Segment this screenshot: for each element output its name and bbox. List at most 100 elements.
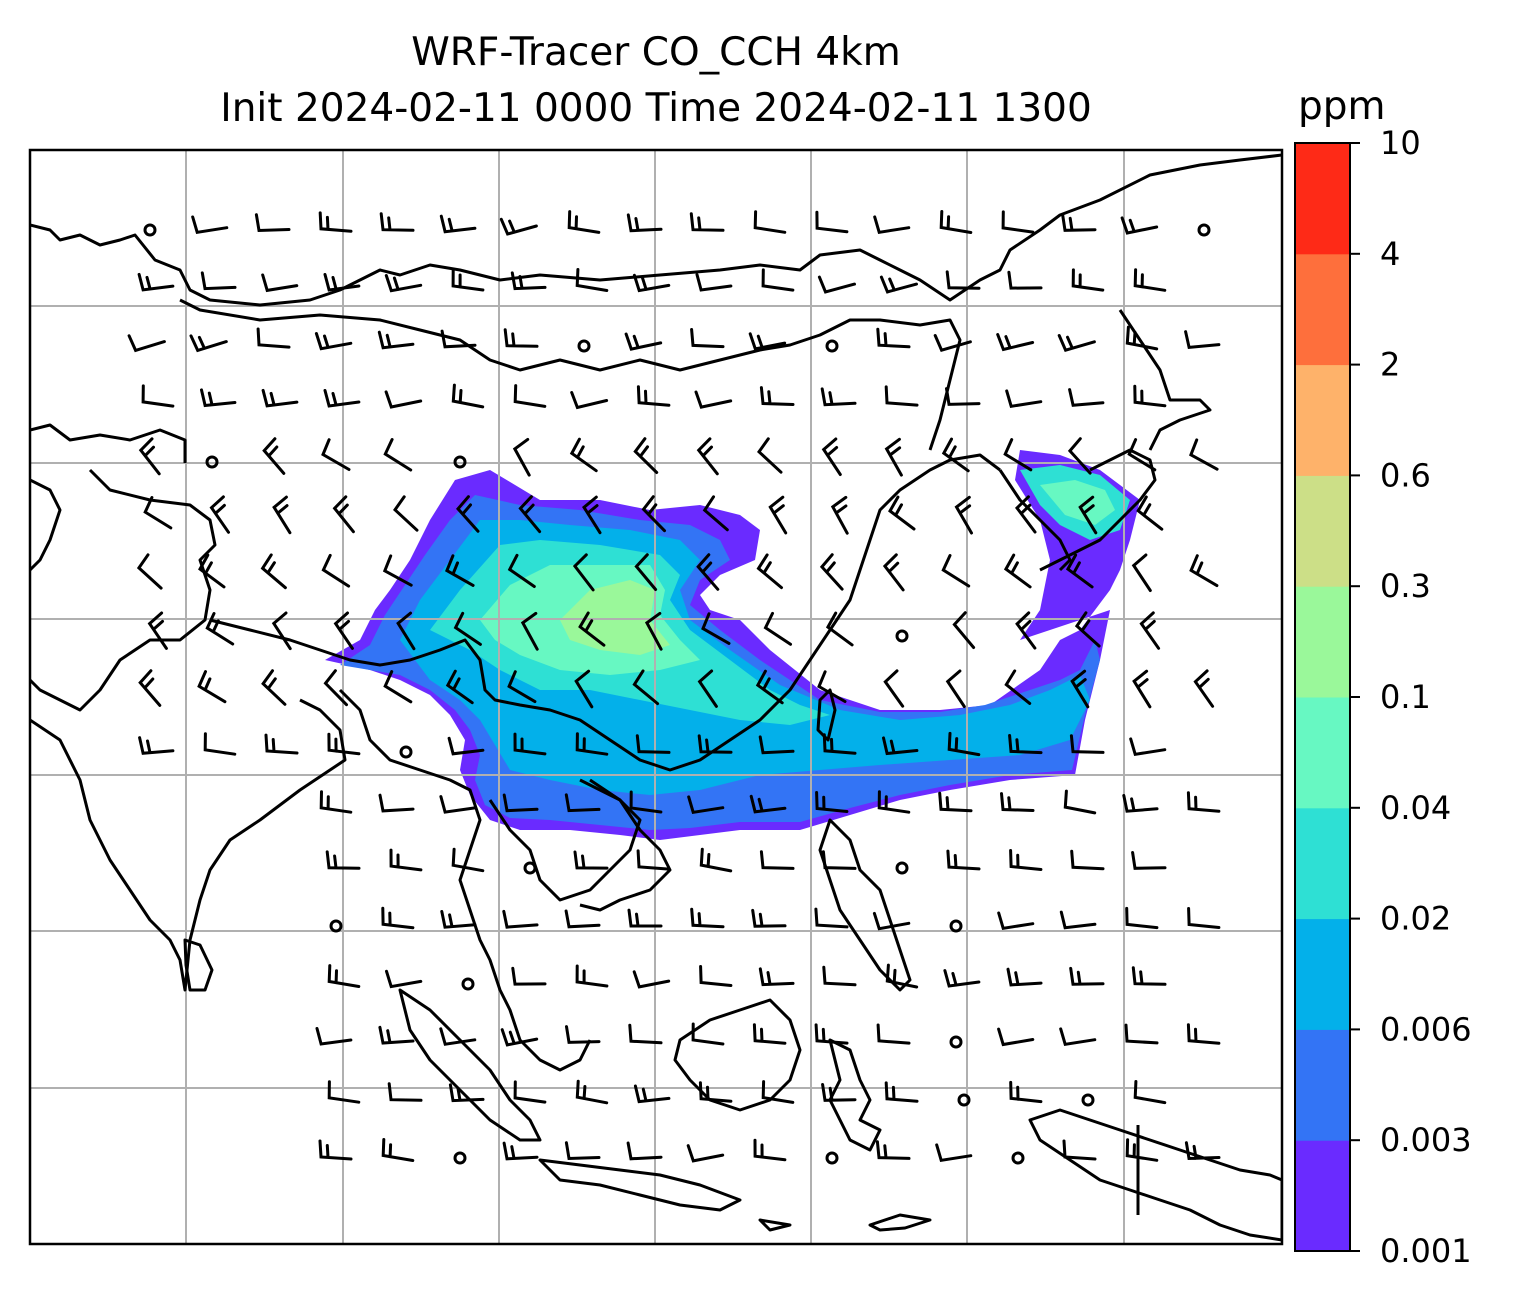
wind-barb: [943, 969, 981, 988]
wind-barb: [697, 669, 718, 708]
colorbar-segment: [1295, 918, 1350, 1030]
wind-barb: [565, 1025, 601, 1044]
wind-barb: [1131, 851, 1167, 870]
wind-barb: [1133, 384, 1167, 408]
wind-barb: [1008, 734, 1043, 755]
wind-barb: [445, 669, 474, 705]
wind-barb: [573, 850, 609, 870]
wind-barb: [385, 969, 423, 989]
wind-barb: [191, 215, 229, 234]
wind-barb: [946, 849, 981, 871]
wind-barb: [1000, 792, 1035, 812]
wind-barb: [510, 271, 547, 291]
calm-wind-marker: [143, 223, 157, 237]
wind-barb: [138, 437, 161, 476]
wind-barb: [381, 1138, 415, 1162]
wind-barb: [383, 438, 413, 472]
wind-barb: [503, 328, 539, 348]
wind-barb: [445, 554, 475, 587]
wind-barb: [1184, 1141, 1221, 1161]
colorbar-segment: [1295, 253, 1350, 366]
wind-barb: [138, 669, 162, 707]
wind-barb: [1007, 270, 1043, 290]
wind-barb: [499, 217, 538, 236]
wind-barb: [632, 273, 671, 293]
wind-barb: [1125, 325, 1159, 351]
colorbar-tick-label: 0.04: [1380, 789, 1451, 827]
wind-barb: [696, 437, 719, 476]
wind-barb: [396, 611, 416, 651]
map-title-line1: WRF-Tracer CO_CCH 4km: [411, 30, 901, 75]
wind-barb: [884, 385, 919, 407]
wind-barb: [261, 669, 287, 706]
wind-barb: [439, 214, 477, 234]
wind-barb: [997, 1027, 1035, 1047]
wind-barb: [377, 330, 415, 350]
wind-barb: [751, 908, 787, 928]
colorbar-tick-label: 0.1: [1380, 678, 1431, 716]
wind-barb: [691, 1022, 725, 1046]
colorbar-segment: [1295, 1029, 1350, 1141]
wind-barb: [1006, 967, 1043, 987]
wind-barb: [933, 334, 972, 353]
wind-barb: [702, 495, 729, 532]
calm-wind-marker: [825, 339, 839, 353]
wind-barb: [644, 611, 663, 651]
wind-barb: [884, 1081, 919, 1103]
colorbar-tick-label: 2: [1380, 346, 1400, 384]
wind-barb: [821, 850, 857, 870]
wind-barb: [1009, 1080, 1043, 1104]
colorbar-tick-label: 4: [1380, 235, 1400, 273]
plume-band-01: [560, 580, 670, 655]
calm-wind-marker: [329, 919, 343, 933]
wind-barb: [127, 334, 166, 353]
wind-barb: [822, 733, 857, 755]
wind-barb: [698, 1081, 733, 1103]
wind-barb: [624, 332, 663, 351]
wind-barb: [1193, 669, 1215, 708]
wind-barb: [996, 333, 1035, 352]
wind-barb: [502, 1141, 539, 1161]
wind-barb: [1069, 734, 1105, 754]
wind-barb: [451, 383, 485, 409]
wind-barb: [758, 967, 795, 987]
wind-barb: [1057, 334, 1096, 353]
wind-barb: [758, 735, 795, 755]
wind-barb: [575, 964, 609, 988]
wind-barb: [1124, 1023, 1159, 1045]
wind-barb: [626, 1141, 663, 1161]
wind-barb: [1189, 438, 1219, 471]
wind-barb: [513, 384, 547, 408]
wind-barb: [1186, 1023, 1221, 1045]
wind-barb: [569, 437, 598, 473]
wind-barb: [500, 1028, 539, 1047]
colorbar-segment: [1295, 697, 1350, 809]
wind-barb: [699, 965, 733, 987]
wind-barb: [954, 495, 973, 535]
wind-barb: [761, 268, 795, 292]
wind-barb: [513, 1080, 547, 1104]
wind-barb: [582, 495, 602, 535]
wind-barb: [628, 1023, 663, 1045]
wind-barb: [697, 734, 733, 754]
wind-barb: [1139, 611, 1161, 650]
wind-barb: [384, 274, 423, 293]
wind-barb: [200, 271, 237, 291]
colorbar-tick-label: 0.3: [1380, 567, 1431, 605]
tracer-plume: [325, 450, 1140, 840]
wind-barb: [319, 790, 353, 814]
wind-barb: [1125, 1138, 1159, 1162]
wind-barb: [690, 907, 725, 929]
wind-barb: [1070, 849, 1105, 871]
wind-barb: [321, 553, 351, 588]
wind-barb: [945, 387, 981, 406]
wind-barb: [205, 612, 235, 646]
wind-barb: [451, 268, 485, 292]
wind-barb: [575, 1079, 609, 1105]
colorbar: 0.001 0.003 0.006 0.02 0.04 0.1 0.3 0.6 2 4 10: [1294, 124, 1472, 1270]
wind-barb: [1120, 216, 1159, 235]
wind-barb: [323, 273, 361, 292]
wind-barb: [822, 965, 857, 987]
wind-barb: [200, 388, 237, 408]
wind-barb: [383, 670, 413, 704]
